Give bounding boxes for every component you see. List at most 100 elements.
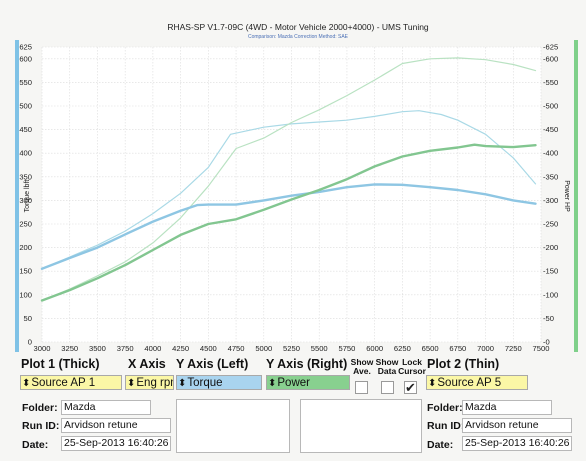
runid-field-1[interactable]: Arvidson retune <box>61 418 171 433</box>
plot2-title: Plot 2 (Thin) <box>427 357 500 371</box>
date-label-1: Date: <box>22 439 49 451</box>
y-tick-label-left: 150 <box>19 267 32 276</box>
updown-arrow-icon: ⬍ <box>22 378 31 389</box>
y-tick-label-right: -500 <box>543 102 558 111</box>
left-axis-color-bar <box>15 40 19 352</box>
power-plot-1-thick-line <box>40 143 537 302</box>
y-tick-label-right: -150 <box>543 267 558 276</box>
y-tick-label-left: 450 <box>19 125 32 134</box>
folder-label-1: Folder: <box>22 402 58 414</box>
xaxis-select[interactable]: ⬍Eng rpm <box>125 375 174 390</box>
plot1-source-select[interactable]: ⬍Source AP 1 <box>20 375 122 390</box>
x-tick-label: 3000 <box>34 344 51 352</box>
y-axis-left-label: Torque lbft <box>24 180 31 213</box>
y-tick-label-left: 550 <box>19 78 32 87</box>
yleft-select[interactable]: ⬍Torque <box>176 375 262 390</box>
power-plot-2-thin-line <box>41 57 537 302</box>
x-tick-label: 4250 <box>172 344 189 352</box>
folder-field-1[interactable]: Mazda <box>61 400 151 415</box>
updown-arrow-icon: ⬍ <box>428 378 437 389</box>
x-tick-label: 6750 <box>449 344 466 352</box>
chart-subtitle: Comparison: Mazda Correction Method: SAE <box>248 34 349 40</box>
x-tick-label: 7500 <box>533 344 550 352</box>
y-tick-label-right: -0 <box>543 338 550 347</box>
updown-arrow-icon: ⬍ <box>127 378 136 389</box>
y-tick-label-right: -200 <box>543 243 558 252</box>
y-tick-label-right: -50 <box>543 314 554 323</box>
y-tick-label-left: 300 <box>19 196 32 205</box>
date-field-2[interactable]: 25-Sep-2013 16:40:26 <box>462 436 572 451</box>
yleft-title: Y Axis (Left) <box>176 357 249 371</box>
y-tick-label-left: 200 <box>19 243 32 252</box>
y-tick-label-right: -600 <box>543 54 558 63</box>
y-tick-label-right: -450 <box>543 125 558 134</box>
x-tick-label: 7250 <box>505 344 522 352</box>
y-tick-label-left: 350 <box>19 172 32 181</box>
x-tick-label: 4500 <box>200 344 217 352</box>
plot-layer: 3000 3250 3500 3750 4000 4250 4500 4750 5000 5250… <box>19 43 558 353</box>
updown-arrow-icon: ⬍ <box>268 378 277 389</box>
notes-panel-left <box>176 399 290 453</box>
xaxis-title: X Axis <box>128 357 166 371</box>
y-tick-label-left: 50 <box>24 314 32 323</box>
y-tick-label-left: 250 <box>19 220 32 229</box>
plot2-source-value: Source AP 5 <box>437 377 502 389</box>
yleft-value: Torque <box>187 377 223 389</box>
x-tick-label: 4000 <box>144 344 161 352</box>
y-tick-label-left: 500 <box>19 102 32 111</box>
x-tick-label: 6500 <box>422 344 439 352</box>
show-data-checkbox[interactable] <box>381 381 394 394</box>
lock-cursor-checkbox[interactable]: ✔ <box>404 381 417 394</box>
checkmark-icon: ✔ <box>405 380 416 395</box>
runid-label-2: Run ID: <box>427 420 465 432</box>
y-tick-label-right: -550 <box>543 78 558 87</box>
plot2-source-select[interactable]: ⬍Source AP 5 <box>426 375 528 390</box>
date-label-2: Date: <box>427 439 454 451</box>
x-tick-label: 5000 <box>255 344 272 352</box>
chart-title: RHAS-SP V1.7-09C (4WD - Motor Vehicle 20… <box>167 22 429 32</box>
dyno-chart: RHAS-SP V1.7-09C (4WD - Motor Vehicle 20… <box>15 22 578 353</box>
y-tick-label-right: -100 <box>543 290 558 299</box>
notes-panel-right <box>300 399 422 453</box>
x-tick-label: 3250 <box>61 344 78 352</box>
y-tick-label-left: 0 <box>28 338 32 347</box>
x-tick-label: 5250 <box>283 344 300 352</box>
x-tick-label: 4750 <box>228 344 245 352</box>
y-axis-right-label: Power HP <box>563 180 570 212</box>
show-data-title: Show Data <box>375 357 399 376</box>
y-tick-label-left: 400 <box>19 149 32 158</box>
y-tick-label-left: 100 <box>19 290 32 299</box>
x-tick-label: 6000 <box>366 344 383 352</box>
x-tick-label: 3750 <box>117 344 134 352</box>
lock-cursor-title: Lock Cursor <box>398 357 426 376</box>
runid-label-1: Run ID: <box>22 420 60 432</box>
folder-field-2[interactable]: Mazda <box>462 400 552 415</box>
x-tick-label: 5750 <box>338 344 355 352</box>
xaxis-value: Eng rpm <box>136 377 173 389</box>
y-tick-label-left: 600 <box>19 54 32 63</box>
x-tick-label: 6250 <box>394 344 411 352</box>
torque-plot-2-thin-line <box>41 110 537 270</box>
y-tick-label-right: -350 <box>543 172 558 181</box>
plot1-title: Plot 1 (Thick) <box>21 357 100 371</box>
show-ave-checkbox[interactable] <box>355 381 368 394</box>
y-tick-label-right: -625 <box>543 43 558 52</box>
show-ave-title: Show Ave. <box>350 357 374 376</box>
yright-value: Power <box>277 377 310 389</box>
yright-title: Y Axis (Right) <box>266 357 348 371</box>
date-field-1[interactable]: 25-Sep-2013 16:40:26 <box>61 436 171 451</box>
y-tick-label-left: 625 <box>19 43 32 52</box>
folder-label-2: Folder: <box>427 402 463 414</box>
y-tick-label-right: -300 <box>543 196 558 205</box>
plot1-source-value: Source AP 1 <box>31 377 96 389</box>
yright-select[interactable]: ⬍Power <box>266 375 350 390</box>
x-tick-label: 5500 <box>311 344 328 352</box>
torque-plot-1-thick-line <box>40 183 537 270</box>
x-tick-label: 7000 <box>477 344 494 352</box>
updown-arrow-icon: ⬍ <box>178 378 187 389</box>
y-tick-label-right: -250 <box>543 220 558 229</box>
x-tick-label: 3500 <box>89 344 106 352</box>
y-tick-label-right: -400 <box>543 149 558 158</box>
runid-field-2[interactable]: Arvidson retune <box>462 418 572 433</box>
